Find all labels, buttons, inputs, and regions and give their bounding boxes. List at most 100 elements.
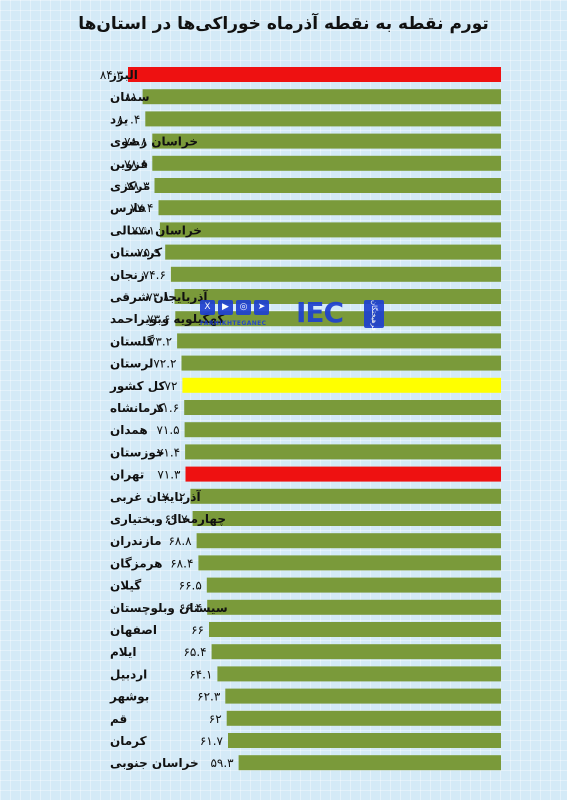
- value-label: ۶۸.۴: [170, 556, 193, 570]
- value-label: ۶۲: [209, 712, 222, 726]
- bar: [211, 644, 501, 660]
- bar: [145, 111, 502, 127]
- value-label: ۷۲: [165, 379, 178, 393]
- value-label: ۷۱.۶: [156, 401, 179, 415]
- bar: [177, 333, 501, 349]
- value-label: ۷۲.۲: [153, 357, 176, 371]
- value-label: ۶۹.۷: [164, 512, 188, 526]
- category-label: اردبیل: [110, 667, 147, 681]
- category-label: خوزستان: [110, 445, 165, 460]
- bar: [170, 266, 501, 282]
- value-label: ۷۱.۳: [157, 468, 181, 482]
- bar: [225, 688, 502, 704]
- value-label: ۷۱.۵: [156, 423, 179, 437]
- value-label: ۷۳.۶: [147, 312, 170, 326]
- bar: [152, 155, 502, 171]
- value-label: ۷۸.۸: [124, 135, 148, 149]
- value-label: ۷۷.۴: [130, 201, 153, 215]
- category-label: کرمان: [110, 734, 147, 748]
- category-label: مرکزی: [110, 179, 150, 193]
- value-label: ۶۵.۴: [183, 645, 206, 659]
- bar: [196, 533, 501, 549]
- telegram-icon: ➤: [254, 300, 269, 315]
- social-icons: X ▶ ◎ ➤: [200, 300, 269, 315]
- value-label: ۷۵.۹: [137, 246, 160, 260]
- bar: [185, 444, 501, 460]
- value-label: ۸۱: [125, 90, 138, 104]
- category-label: چهارمحال وبختیاری: [110, 512, 226, 527]
- bar: [228, 733, 501, 748]
- bar: [154, 178, 501, 193]
- value-label: ۸۴.۳: [100, 68, 124, 82]
- watermark-url: FARHIKHTEGANEC: [200, 320, 267, 327]
- category-label: گیلان: [110, 579, 141, 593]
- category-label: کرمانشاه: [110, 401, 165, 415]
- category-label: فارس: [110, 201, 146, 215]
- bar: [226, 710, 501, 726]
- category-label: اصفهان: [110, 623, 157, 637]
- bar: [190, 488, 501, 504]
- value-label: ۷۸.۸: [124, 157, 148, 171]
- value-label: ۷۴.۶: [143, 268, 166, 282]
- category-label: قم: [110, 712, 127, 726]
- category-label: کردستان: [110, 246, 162, 260]
- instagram-icon: ◎: [236, 300, 251, 315]
- bar: [238, 755, 501, 771]
- value-label: ۶۸.۸: [168, 534, 192, 548]
- category-label: ایلام: [110, 645, 137, 660]
- watermark-logo: IEC: [296, 296, 344, 329]
- category-label: کل کشور: [109, 379, 166, 394]
- value-label: ۶۶.۵: [179, 579, 202, 593]
- value-label: ۷۸.۳: [126, 179, 150, 193]
- category-label: خراسان جنوبی: [110, 756, 199, 771]
- value-label: ۵۹.۳: [210, 756, 234, 770]
- category-label: کهگیلویه وبویراحمد: [110, 312, 224, 327]
- bar: [192, 511, 501, 526]
- value-label: ۶۴.۱: [189, 667, 212, 681]
- watermark: X ▶ ◎ ➤ FARHIKHTEGANEC IEC فرهیختگان: [200, 296, 386, 336]
- watermark-badge: فرهیختگان: [364, 300, 384, 331]
- value-label: ۷۰.۲: [162, 490, 185, 504]
- bar: [128, 67, 501, 82]
- chart-title: تورم نقطه به نقطه آذرماه خوراکی‌ها در اس…: [78, 14, 489, 34]
- category-label: بوشهر: [109, 690, 149, 705]
- bar: [181, 355, 501, 371]
- value-label: ۶۶.۴: [179, 601, 202, 615]
- category-label: آذربایجان شرقی: [110, 289, 208, 304]
- value-label: ۷۷.۱: [132, 223, 155, 237]
- category-label: همدان: [110, 423, 148, 437]
- category-label: خراسان رضوی: [110, 135, 198, 150]
- category-label: مازندران: [110, 534, 162, 548]
- bar: [206, 577, 502, 593]
- category-label: لرستان: [110, 357, 153, 371]
- value-label: ۷۱.۴: [157, 445, 180, 459]
- category-label: سیستان وبلوچستان: [110, 601, 228, 616]
- value-label: ۷۳.۲: [149, 334, 172, 348]
- bar: [158, 200, 501, 216]
- value-label: ۶۶: [191, 623, 204, 637]
- bar: [184, 400, 501, 415]
- category-label: یزد: [110, 112, 128, 126]
- category-label: آذربایجان غربی: [110, 489, 201, 504]
- bar: [217, 666, 501, 682]
- category-label: خراسان شمالی: [110, 223, 202, 237]
- bar: [198, 555, 501, 571]
- bar: [207, 599, 501, 615]
- value-label: ۸۰.۴: [117, 112, 140, 126]
- bar: [152, 133, 502, 149]
- value-label: ۷۳.۸: [146, 290, 170, 304]
- bar: [159, 222, 501, 238]
- category-label: البرز: [109, 68, 138, 82]
- category-label: تهران: [110, 468, 144, 482]
- category-label: قزوین: [110, 157, 148, 172]
- category-label: سمنان: [110, 90, 150, 104]
- x-icon: X: [200, 300, 215, 315]
- bar: [185, 466, 501, 482]
- bar: [165, 244, 501, 260]
- bar: [209, 622, 501, 637]
- youtube-icon: ▶: [218, 300, 233, 315]
- value-label: ۶۲.۳: [197, 690, 221, 704]
- category-label: هرمزگان: [110, 556, 162, 570]
- bar: [184, 422, 501, 438]
